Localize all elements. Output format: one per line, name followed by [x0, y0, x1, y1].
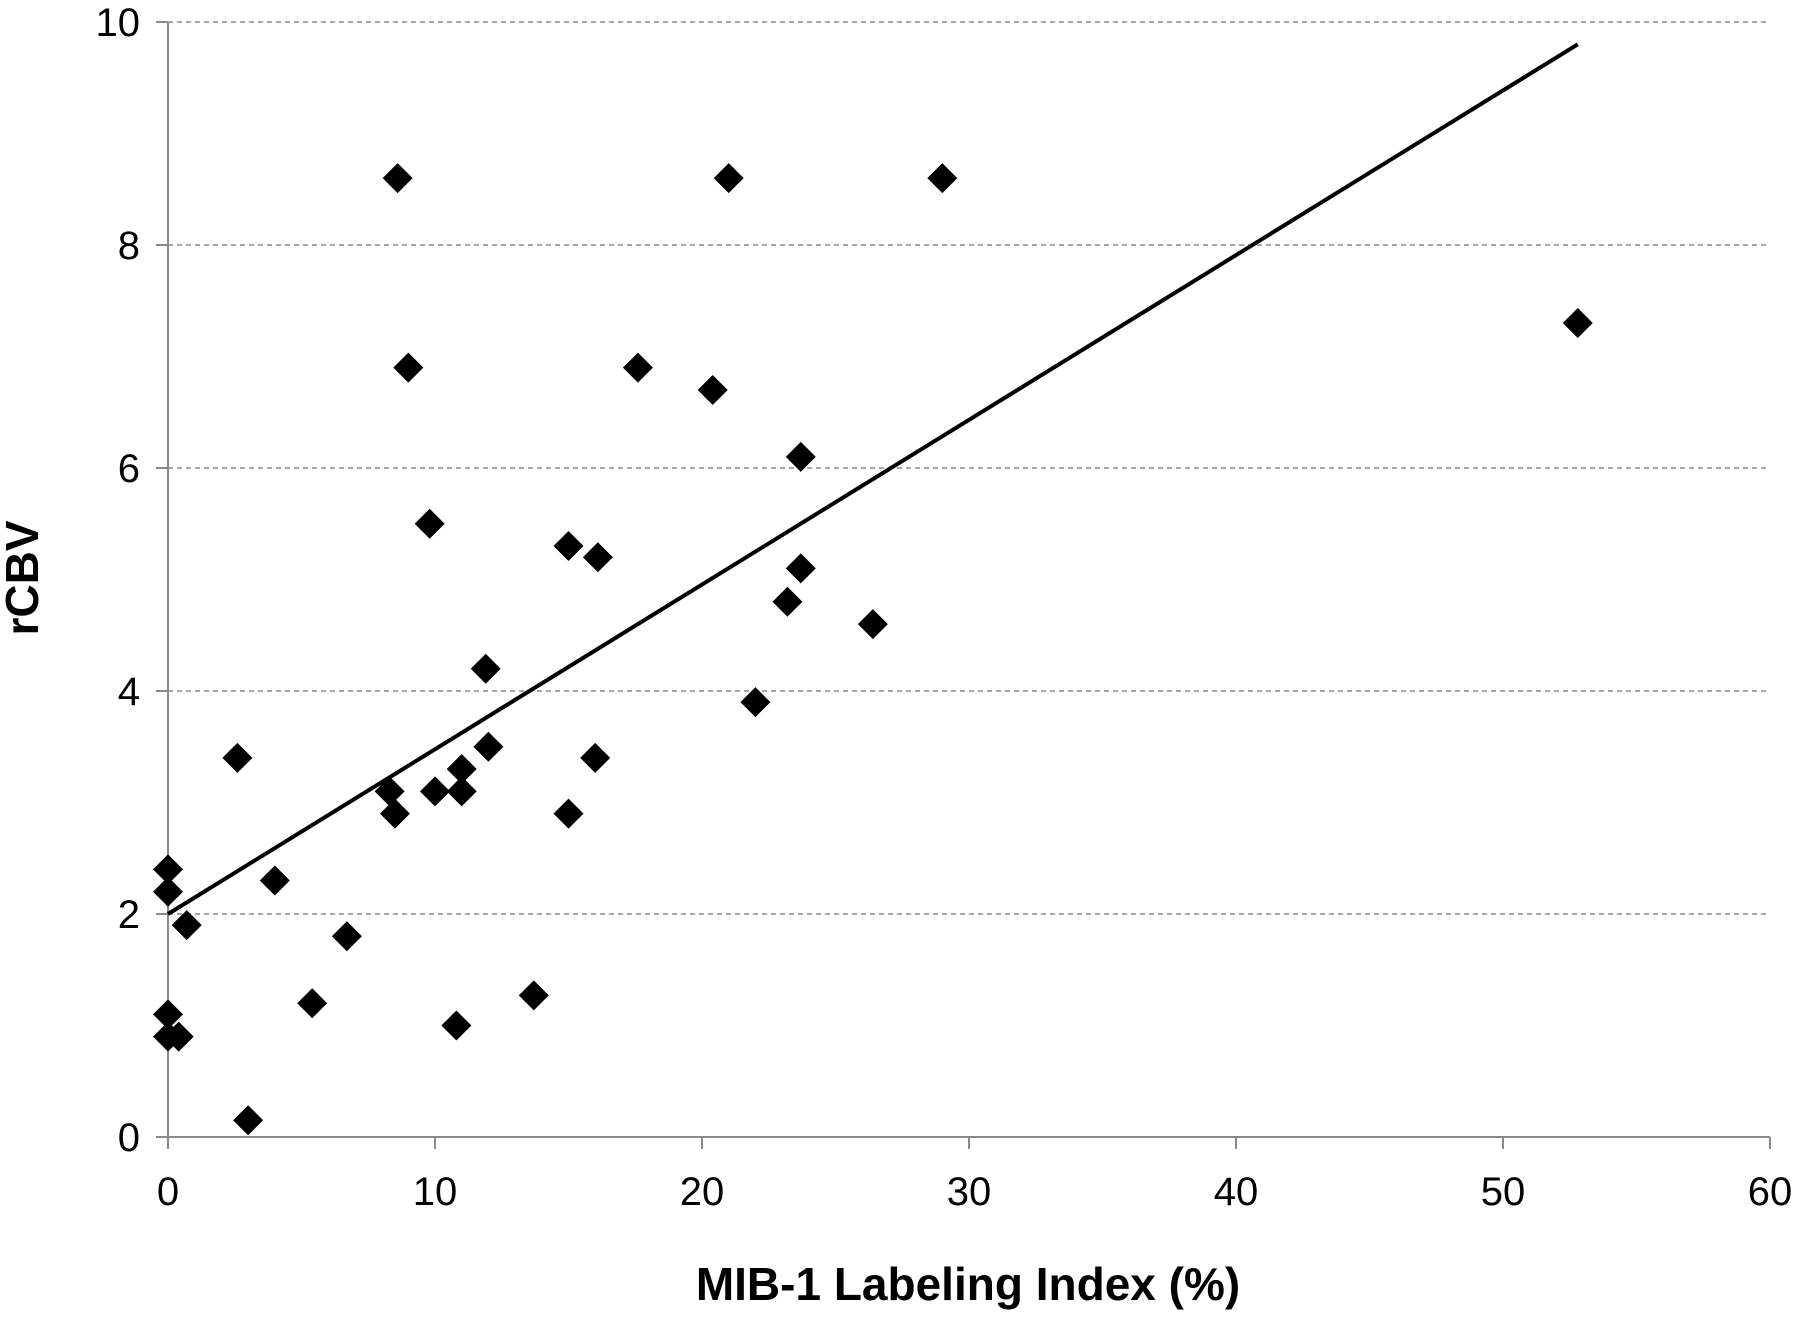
data-point [297, 988, 328, 1019]
x-tick-label: 30 [947, 1170, 992, 1214]
tick-labels: 0 2 4 6 8 10 0 10 20 30 40 50 60 [96, 1, 1793, 1214]
data-point [393, 352, 424, 383]
data-point [473, 731, 504, 762]
trendline-group [166, 42, 1579, 916]
data-point [740, 687, 771, 718]
y-tick-label: 8 [118, 224, 140, 268]
data-point [857, 609, 888, 640]
data-point [697, 374, 728, 405]
trendline [166, 42, 1579, 916]
data-point [1562, 308, 1593, 339]
x-tick-label: 0 [157, 1170, 179, 1214]
data-point [153, 854, 183, 885]
data-point [785, 441, 816, 472]
data-point [580, 742, 611, 773]
data-point [553, 531, 584, 562]
y-axis-title: rCBV [0, 520, 48, 635]
data-points [153, 163, 1593, 1136]
x-tick-label: 20 [680, 1170, 725, 1214]
data-point [446, 754, 477, 785]
data-point [331, 921, 362, 952]
data-point [259, 865, 290, 896]
y-tick-label: 10 [96, 1, 141, 45]
x-tick-label: 50 [1481, 1170, 1526, 1214]
data-point [470, 653, 501, 684]
data-point [713, 163, 744, 194]
data-point [382, 163, 413, 194]
y-tick-label: 4 [118, 670, 140, 714]
x-tick-label: 60 [1748, 1170, 1793, 1214]
data-point [772, 586, 803, 617]
y-tick-label: 2 [118, 893, 140, 937]
data-point [446, 776, 477, 807]
data-point [622, 352, 653, 383]
data-point [153, 876, 183, 907]
y-tick-label: 0 [118, 1116, 140, 1160]
data-point [374, 776, 405, 807]
gridlines [168, 21, 1770, 915]
x-tick-label: 40 [1214, 1170, 1259, 1214]
data-point [222, 742, 253, 773]
x-axis-title: MIB-1 Labeling Index (%) [696, 1258, 1240, 1310]
data-point [414, 508, 445, 539]
data-point [171, 910, 202, 941]
data-point [785, 553, 816, 584]
data-point [163, 1021, 194, 1052]
data-point [553, 798, 584, 829]
data-point [441, 1010, 472, 1041]
data-point [153, 999, 183, 1030]
data-point [518, 980, 549, 1011]
data-point [233, 1105, 264, 1136]
data-point [582, 542, 613, 573]
data-point [420, 776, 450, 807]
x-tick-label: 10 [413, 1170, 458, 1214]
data-point [379, 798, 410, 829]
data-point [927, 163, 958, 194]
y-tick-label: 6 [118, 447, 140, 491]
axes [156, 21, 1771, 1149]
